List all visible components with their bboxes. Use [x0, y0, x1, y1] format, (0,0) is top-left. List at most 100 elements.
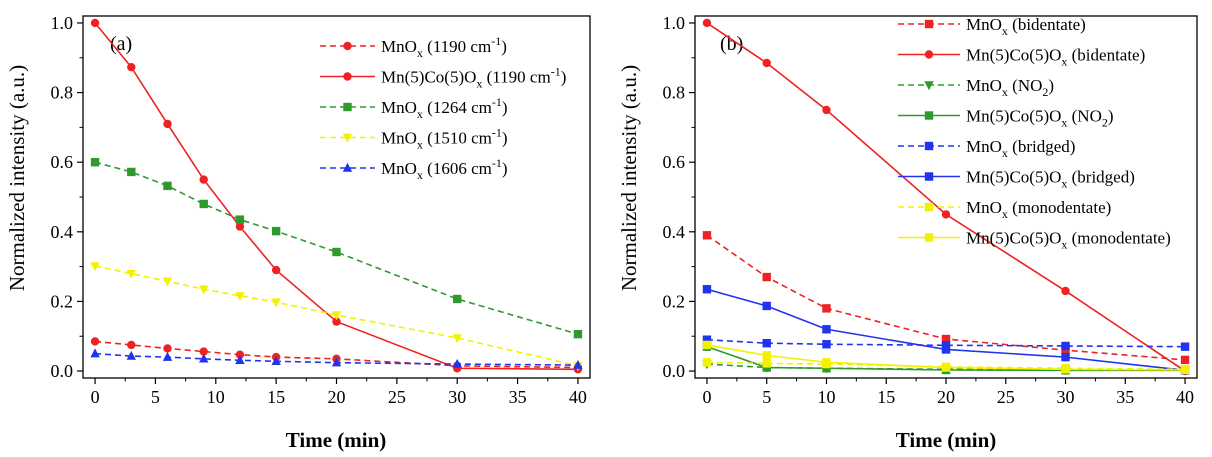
legend-superscript: -1 [492, 126, 502, 140]
x-tick-label: 40 [1176, 387, 1194, 407]
data-point [702, 335, 712, 344]
data-point [702, 231, 712, 240]
data-point [332, 247, 341, 257]
x-tick-label: 5 [762, 387, 771, 407]
legend-superscript: -1 [492, 95, 502, 109]
panel-label: (b) [720, 33, 743, 55]
x-tick-label: 0 [702, 387, 711, 407]
legend-superscript: -1 [491, 34, 501, 48]
data-point [162, 277, 173, 287]
legend-text: (NO [1067, 107, 1101, 126]
data-point [1061, 352, 1070, 362]
y-tick-label: 0.0 [663, 361, 686, 381]
data-point [90, 262, 100, 272]
legend-text: MnO [381, 98, 417, 117]
data-point [762, 301, 771, 311]
x-tick-label: 15 [267, 387, 285, 407]
y-tick-label: 0.4 [663, 222, 686, 242]
data-point [1061, 286, 1070, 296]
legend-subscript: x [1002, 85, 1008, 99]
x-tick-label: 30 [1057, 387, 1075, 407]
legend-entry: MnOx (monodentate) [966, 198, 1111, 221]
legend-marker [924, 141, 934, 151]
legend-marker [924, 172, 934, 181]
data-point [199, 175, 208, 184]
legend-text: ) [502, 129, 508, 148]
data-point [941, 345, 951, 354]
data-point [162, 351, 173, 361]
legend-text: (1606 cm [423, 159, 492, 178]
x-tick-label: 20 [937, 387, 955, 407]
legend-superscript: -1 [492, 156, 502, 170]
legend-text: ) [501, 37, 507, 56]
legend-text: (monodentate) [1067, 229, 1170, 248]
data-point [90, 18, 100, 28]
data-point [163, 119, 172, 129]
panel-label: (a) [110, 33, 132, 55]
legend-text: (1264 cm [423, 98, 492, 117]
x-tick-label: 10 [817, 387, 835, 407]
legend-text: Mn(5)Co(5)O [966, 168, 1061, 187]
data-point [762, 58, 771, 68]
data-point [941, 210, 951, 219]
data-point [1180, 365, 1190, 375]
legend-superscript: -1 [551, 65, 561, 79]
chart-panel-a: 0 5 10 15 20 25 30 35 40 0.0 0.2 0.4 0.6 0.8 1.0 Time (… [5, 13, 591, 452]
legend-text: (NO [1008, 76, 1042, 95]
x-tick-label: 0 [91, 387, 100, 407]
legend-subscript: x [1002, 207, 1008, 221]
legend-marker [343, 102, 352, 112]
legend-marker [924, 81, 934, 91]
series [90, 157, 583, 339]
legend-subscript: x [1061, 116, 1067, 130]
series [90, 337, 583, 372]
data-point [163, 181, 172, 191]
data-point [90, 337, 100, 346]
y-tick-label: 0.8 [663, 83, 686, 103]
data-point [127, 167, 136, 177]
legend-text: ) [561, 68, 567, 87]
legend-entry: MnOx (1606 cm-1) [381, 156, 508, 182]
legend-text: (bidentate) [1067, 46, 1145, 65]
x-axis-label: Time (min) [896, 428, 997, 452]
data-point [573, 359, 583, 369]
y-tick-label: 0.0 [51, 361, 74, 381]
data-point [127, 62, 136, 72]
legend-text: MnO [381, 37, 417, 56]
data-point [573, 329, 583, 339]
data-point [702, 340, 712, 350]
legend-text: Mn(5)Co(5)O [966, 107, 1061, 126]
data-point [199, 353, 209, 363]
data-point [762, 272, 771, 282]
legend-marker [343, 72, 352, 81]
data-point [762, 338, 771, 348]
x-tick-label: 5 [151, 387, 160, 407]
legend-entry: Mn(5)Co(5)Ox (NO2) [966, 107, 1114, 130]
x-tick-label: 40 [569, 387, 587, 407]
legend-text: Mn(5)Co(5)O [381, 68, 476, 87]
data-point [941, 363, 951, 372]
legend-text: Mn(5)Co(5)O [966, 46, 1061, 65]
x-tick-label: 15 [877, 387, 895, 407]
series-line [706, 234, 1186, 361]
x-tick-label: 25 [388, 387, 406, 407]
series-line [706, 345, 1186, 372]
data-point [271, 356, 281, 365]
legend-marker [924, 50, 934, 59]
legend-entry: MnOx (bidentate) [966, 15, 1086, 38]
series [702, 340, 1190, 375]
legend-marker [342, 133, 353, 143]
data-point [941, 334, 951, 344]
series-line [706, 288, 1186, 372]
y-tick-label: 0.6 [663, 152, 686, 172]
series [702, 285, 1190, 375]
data-point [1061, 365, 1070, 374]
legend-subscript: x [417, 46, 423, 60]
series [90, 348, 583, 369]
data-point [1180, 355, 1190, 365]
data-point [163, 344, 172, 353]
data-point [331, 357, 342, 367]
legend-subscript: x [1061, 238, 1067, 252]
data-point [822, 340, 831, 349]
